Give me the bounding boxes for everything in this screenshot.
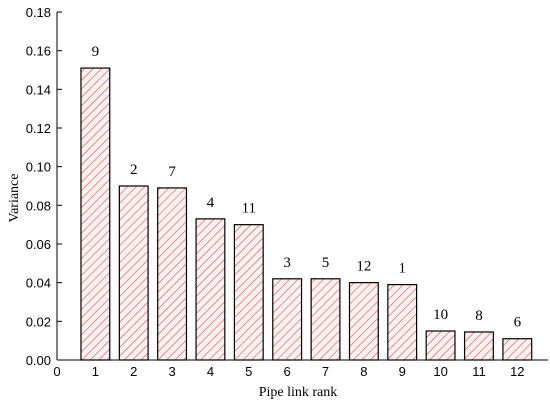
y-tick-label: 0.10 [26,160,51,175]
bar-label: 2 [130,162,138,178]
bar [195,218,226,361]
bar-label: 3 [283,255,291,271]
bar [310,278,341,361]
bar [118,185,149,361]
bar [425,330,456,361]
bar-label: 1 [398,261,406,277]
y-tick-label: 0.16 [26,44,51,59]
x-axis-label: Pipe link rank [259,385,338,400]
bar [272,278,303,361]
y-tick-label: 0.14 [26,82,51,97]
bar-label: 9 [92,44,100,60]
x-tick-label: 9 [399,364,406,379]
bar [157,187,188,361]
x-tick-label: 11 [472,364,486,379]
bar-label: 11 [242,201,256,217]
bar-label: 5 [322,255,330,271]
y-tick-label: 0.08 [26,198,51,213]
y-tick-label: 0.02 [26,314,51,329]
bar [348,282,379,361]
bar [80,67,111,361]
y-tick-label: 0.06 [26,237,51,252]
x-tick-label: 10 [433,364,447,379]
bar-label: 6 [514,315,522,331]
x-tick-label: 6 [284,364,291,379]
x-tick-label: 8 [360,364,367,379]
x-tick-label: 4 [207,364,214,379]
bar-label: 12 [356,259,371,275]
bar-label: 10 [433,307,448,323]
bar [233,224,264,361]
y-tick-label: 0.18 [26,5,51,20]
x-tick-label: 5 [245,364,252,379]
x-tick-label: 0 [53,364,60,379]
x-tick-label: 7 [322,364,329,379]
x-tick-label: 1 [92,364,99,379]
bar [502,338,533,361]
bar-label: 7 [168,164,176,180]
x-tick-label: 3 [168,364,175,379]
bar-label: 8 [475,308,483,324]
bar [387,284,418,361]
x-tick-label: 2 [130,364,137,379]
x-tick-label: 12 [510,364,524,379]
y-tick-label: 0.12 [26,121,51,136]
bar-label: 4 [207,195,215,211]
y-tick-label: 0.04 [26,276,51,291]
bar [463,331,494,361]
y-tick-label: 0.00 [26,353,51,368]
y-axis-label: Variance [7,174,22,223]
